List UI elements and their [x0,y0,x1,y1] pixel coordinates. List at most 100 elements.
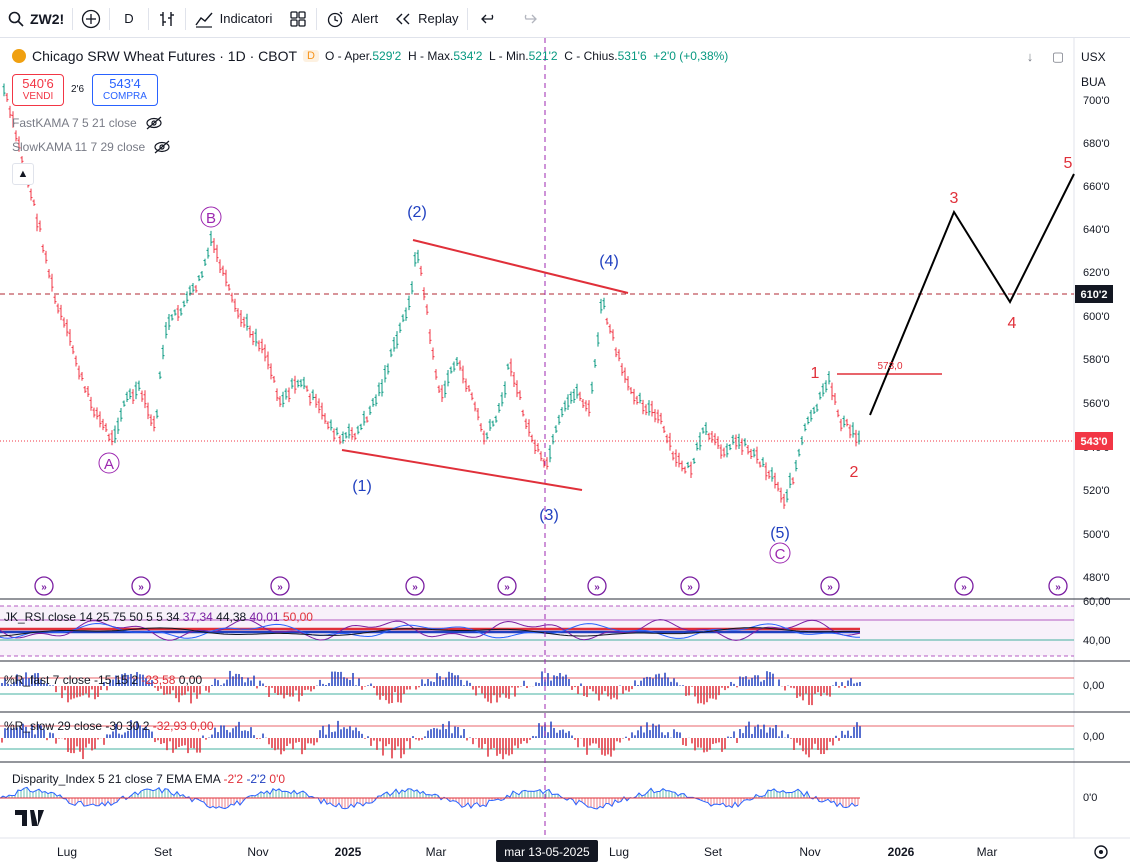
price-axis-label: 480'0 [1083,572,1110,584]
rsi-series [0,619,861,641]
indicators-label: Indicatori [219,11,273,26]
time-axis[interactable]: Lug Set Nov 2025 Mar Lug Set Nov 2026 Mar [57,845,997,859]
proj-2-label[interactable]: 2 [850,464,859,481]
divider [147,7,149,30]
rsi-legend: JK_RSI close 14 25 75 50 5 5 34 37,34 44… [4,610,313,624]
search-icon [8,11,24,27]
currency-label[interactable]: BUA [1081,75,1106,89]
rsi-signal-line [0,622,860,639]
tradingview-logo[interactable] [15,810,44,826]
proj-1-label[interactable]: 1 [811,365,820,382]
scroll-down-button[interactable]: ↓ [1019,46,1041,68]
wr-slow-legend-label: %R_slow 29 close -30 30 2 [4,719,150,733]
indicators-icon [195,12,213,28]
disparity-series [0,786,860,810]
wave-5-label[interactable]: (5) [770,525,790,542]
alert-button[interactable]: Alert [317,0,386,37]
fast-kama-legend[interactable]: FastKAMA 7 5 21 close [12,116,163,130]
proj-5-label[interactable]: 5 [1064,155,1073,172]
crosshair-date-tag: mar 13-05-2025 [496,840,598,862]
price-bars [2,83,861,509]
price-axis-label: 500'0 [1083,529,1110,541]
eye-off-icon[interactable] [153,140,171,154]
disparity-v2: -2'2 [246,772,266,786]
layouts-button[interactable] [280,0,316,37]
wave-2-label[interactable]: (2) [407,204,427,221]
chart-type-button[interactable] [149,0,185,37]
price-axis-label: 620'0 [1083,267,1110,279]
chart-legend[interactable]: Chicago SRW Wheat Futures · 1D · CBOT D … [12,48,728,64]
high-label: H - Max. [408,49,454,63]
wave-C-marker[interactable]: C [769,542,791,564]
divider [316,7,318,30]
projection-path[interactable] [869,173,1075,416]
trendline-upper[interactable] [412,239,629,294]
event-marker [1048,576,1068,596]
sell-button[interactable]: 540'6 VENDI [12,74,64,106]
currency-unit[interactable]: USX [1081,50,1106,64]
event-marker [34,576,54,596]
wr-fast-axis: 0,00 [1083,680,1104,692]
wave-A-label: A [104,456,114,473]
open-label: O - Aper. [325,49,373,63]
price-axis[interactable]: 700'0 680'0 660'0 640'0 620'0 600'0 580'0 560'0… [1083,95,1110,584]
wr-slow-v1: -32,93 [153,719,187,733]
price-axis-label: 600'0 [1083,311,1110,323]
buy-button[interactable]: 543'4 COMPRA [92,74,158,106]
arrow-down-icon: ↓ [1026,49,1034,64]
undo-button[interactable] [468,0,510,37]
eye-off-icon[interactable] [145,116,163,130]
event-marker-icon: » [138,582,144,593]
redo-button[interactable] [510,0,548,37]
plus-circle-icon [82,9,101,28]
replay-button[interactable]: Replay [386,0,466,37]
collapse-legend-button[interactable]: ▲ [12,163,34,185]
add-symbol-button[interactable] [73,0,109,37]
low-label: L - Min. [489,49,529,63]
gear-icon[interactable] [1094,845,1108,859]
time-axis-label: 2025 [335,845,362,859]
event-marker-icon: » [827,582,833,593]
wave-4-label[interactable]: (4) [599,253,619,270]
event-marker [497,576,517,596]
indicators-button[interactable]: Indicatori [186,0,281,37]
price-axis-label: 640'0 [1083,224,1110,236]
wr-fast-legend-label: %R_fast 7 close -15 15 2 [4,673,138,687]
event-marker [680,576,700,596]
trendline-lower[interactable] [341,449,583,491]
rewind-icon [396,13,410,24]
event-marker-icon: » [1055,582,1061,593]
divider [72,7,74,30]
low-value: 521'2 [528,49,558,63]
crosshair-date-text: mar 13-05-2025 [504,845,590,859]
wave-1-label[interactable]: (1) [352,478,372,495]
redo-icon [524,14,537,23]
event-marker-icon: » [504,582,510,593]
proj-3-label[interactable]: 3 [950,190,959,207]
wave-3-label[interactable]: (3) [539,507,559,524]
divider [466,7,468,30]
event-marker-icon: » [41,582,47,593]
fullscreen-button[interactable]: ▢ [1047,46,1069,68]
wave-B-marker[interactable]: B [200,206,222,228]
open-value: 529'2 [372,49,402,63]
slow-kama-legend[interactable]: SlowKAMA 11 7 29 close [12,140,171,154]
wr-slow-axis: 0,00 [1083,731,1104,743]
close-value: 531'6 [617,49,647,63]
event-marker [131,576,151,596]
event-marker [954,576,974,596]
wr-slow-v2: 0,00 [190,719,214,733]
interval-button[interactable]: D [110,0,147,37]
symbol-search[interactable]: ZW2! [0,0,72,37]
rsi-line [0,619,861,641]
wr-fast-v1: -23,58 [141,673,175,687]
time-axis-label: Lug [609,845,629,859]
divider [184,7,186,30]
wave-A-marker[interactable]: A [98,452,120,474]
chart-title: Chicago SRW Wheat Futures · 1D · CBOT [32,48,298,64]
rsi-v3: 40,01 [250,610,280,624]
proj-4-label[interactable]: 4 [1008,315,1017,332]
buy-price: 543'4 [109,76,141,91]
disparity-v1: -2'2 [223,772,243,786]
